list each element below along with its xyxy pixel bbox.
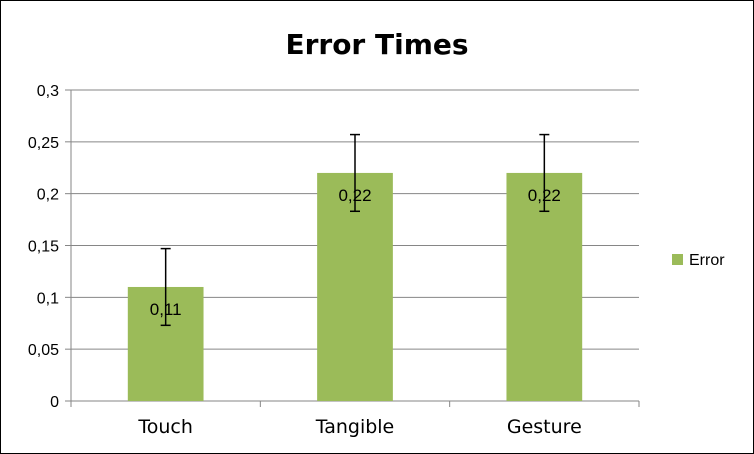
data-label-tangible: 0,22 (338, 186, 371, 205)
y-tick-label: 0,25 (28, 135, 59, 152)
x-tick-label-gesture: Gesture (507, 416, 582, 438)
legend-swatch-error (672, 254, 683, 265)
y-tick-label: 0,2 (37, 187, 59, 204)
y-tick-label: 0,3 (37, 83, 59, 100)
legend: Error (672, 252, 725, 269)
y-tick-label: 0,1 (37, 290, 59, 307)
chart-title: Error Times (285, 28, 468, 61)
error-bars (160, 133, 550, 327)
data-label-gesture: 0,22 (528, 186, 561, 205)
legend-label-error: Error (689, 252, 725, 269)
x-tick-label-touch: Touch (137, 416, 193, 438)
y-tick-label: 0 (50, 394, 59, 411)
bars (127, 172, 583, 401)
y-tick-label: 0,15 (28, 239, 59, 256)
data-label-touch: 0,11 (150, 300, 182, 319)
data-labels: 0,11 0,22 0,22 (150, 186, 561, 319)
y-tick-label: 0,05 (28, 342, 59, 359)
x-tick-label-tangible: Tangible (315, 416, 395, 438)
